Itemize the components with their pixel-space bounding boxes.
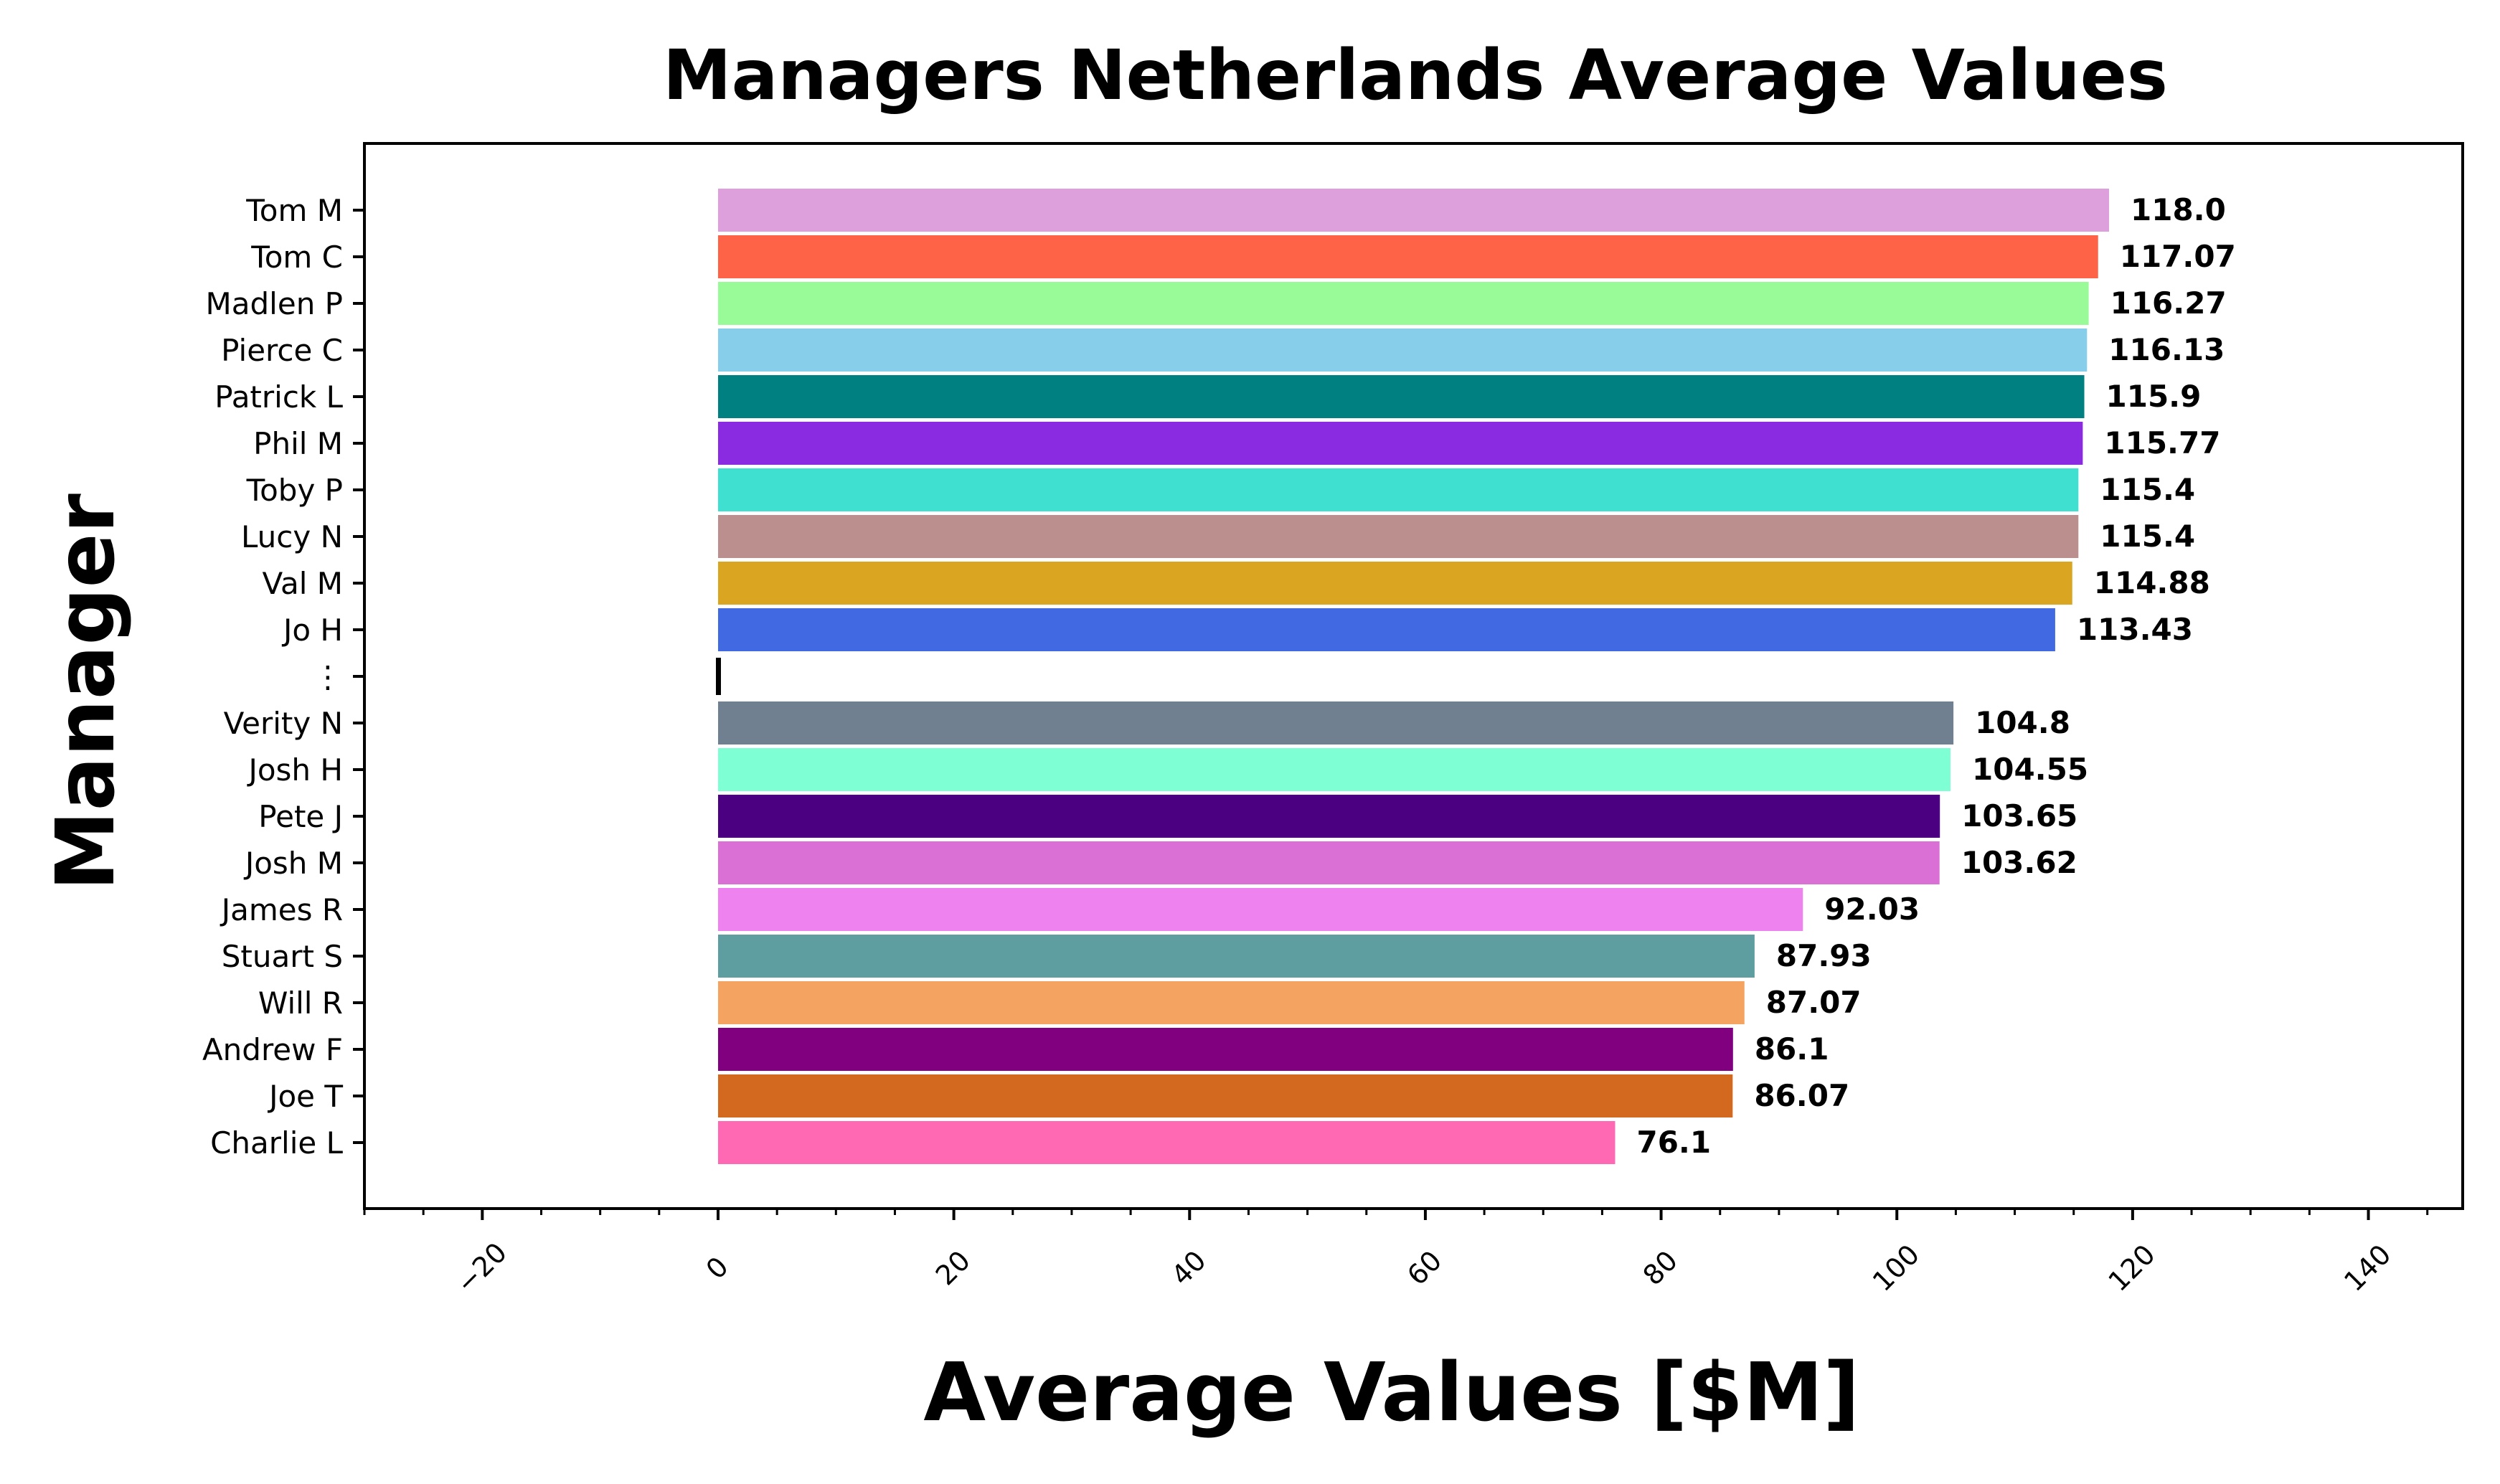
bar xyxy=(717,515,2079,558)
bar xyxy=(717,608,2055,651)
plot-area-frame xyxy=(363,142,2464,1210)
bar xyxy=(717,888,1803,931)
bar xyxy=(717,935,1755,978)
data-labels-layer: 118.0 117.07 116.27 116.13 115.9 115.77 115.4 1… xyxy=(1636,192,2235,1160)
data-label: 86.07 xyxy=(1754,1078,1849,1113)
data-label: 115.77 xyxy=(2104,425,2220,460)
gap-marker xyxy=(715,658,721,695)
bar xyxy=(717,1121,1615,1164)
y-tick-label: James R xyxy=(220,892,343,927)
y-axis: Tom M Tom C Madlen P Pierce C Patrick L Phil … xyxy=(202,193,364,1161)
data-label: 113.43 xyxy=(2077,612,2193,647)
data-label: 104.8 xyxy=(1975,705,2070,740)
bar xyxy=(717,795,1940,838)
data-label: 115.4 xyxy=(2100,472,2195,507)
data-label: 87.93 xyxy=(1776,938,1872,973)
data-label: 92.03 xyxy=(1824,892,1920,927)
y-tick-label: Patrick L xyxy=(214,379,343,415)
y-tick-label: Josh M xyxy=(243,846,343,881)
y-tick-label: Charlie L xyxy=(210,1125,343,1161)
y-tick-label: Lucy N xyxy=(241,519,343,554)
data-label: 117.07 xyxy=(2120,239,2236,274)
bar xyxy=(717,1028,1733,1071)
y-tick-label: Will R xyxy=(258,986,343,1021)
data-label: 86.1 xyxy=(1755,1031,1829,1067)
x-axis-label: Average Values [$M] xyxy=(923,1346,1859,1440)
y-tick-label: Toby P xyxy=(246,473,343,508)
y-tick-label: Jo H xyxy=(281,613,343,648)
y-tick-label: Val M xyxy=(263,566,343,601)
data-label: 116.27 xyxy=(2110,285,2227,321)
y-tick-label: Andrew F xyxy=(202,1032,343,1067)
data-label: 87.07 xyxy=(1766,985,1862,1020)
bar xyxy=(717,748,1951,791)
bar xyxy=(717,562,2072,605)
y-tick-label: Phil M xyxy=(253,426,343,461)
bar xyxy=(717,235,2098,278)
y-tick-label: Stuart S xyxy=(222,939,343,974)
bar xyxy=(717,189,2110,232)
data-label: 115.4 xyxy=(2100,519,2195,554)
y-tick-label: Josh H xyxy=(246,752,343,788)
bar xyxy=(717,422,2083,465)
bar xyxy=(717,841,1940,884)
bar xyxy=(717,1074,1733,1117)
bar xyxy=(717,468,2079,511)
data-label: 114.88 xyxy=(2094,565,2210,600)
y-tick-label: Tom M xyxy=(245,193,343,228)
y-tick-label: Madlen P xyxy=(206,286,343,321)
data-label: 115.9 xyxy=(2106,379,2202,414)
bar xyxy=(717,282,2089,325)
bar xyxy=(717,375,2085,418)
y-tick-label: ⋮ xyxy=(313,659,343,694)
y-tick-label: Tom C xyxy=(250,240,343,275)
bar xyxy=(717,329,2088,372)
y-tick-label: Joe T xyxy=(267,1079,343,1114)
bars-layer xyxy=(715,189,2110,1164)
y-axis-label: Manager xyxy=(39,493,133,891)
data-label: 118.0 xyxy=(2131,192,2226,227)
y-tick-label: Pierce C xyxy=(221,333,343,368)
data-label: 76.1 xyxy=(1636,1125,1711,1160)
bar xyxy=(717,981,1745,1024)
bar xyxy=(717,701,1954,745)
data-label: 104.55 xyxy=(1972,752,2088,787)
data-label: 116.13 xyxy=(2108,332,2225,367)
data-label: 103.62 xyxy=(1961,845,2077,880)
y-tick-label: Pete J xyxy=(258,799,343,834)
y-tick-label: Verity N xyxy=(224,706,343,741)
data-label: 103.65 xyxy=(1961,798,2077,833)
chart-title: Managers Netherlands Average Values xyxy=(663,35,2168,115)
